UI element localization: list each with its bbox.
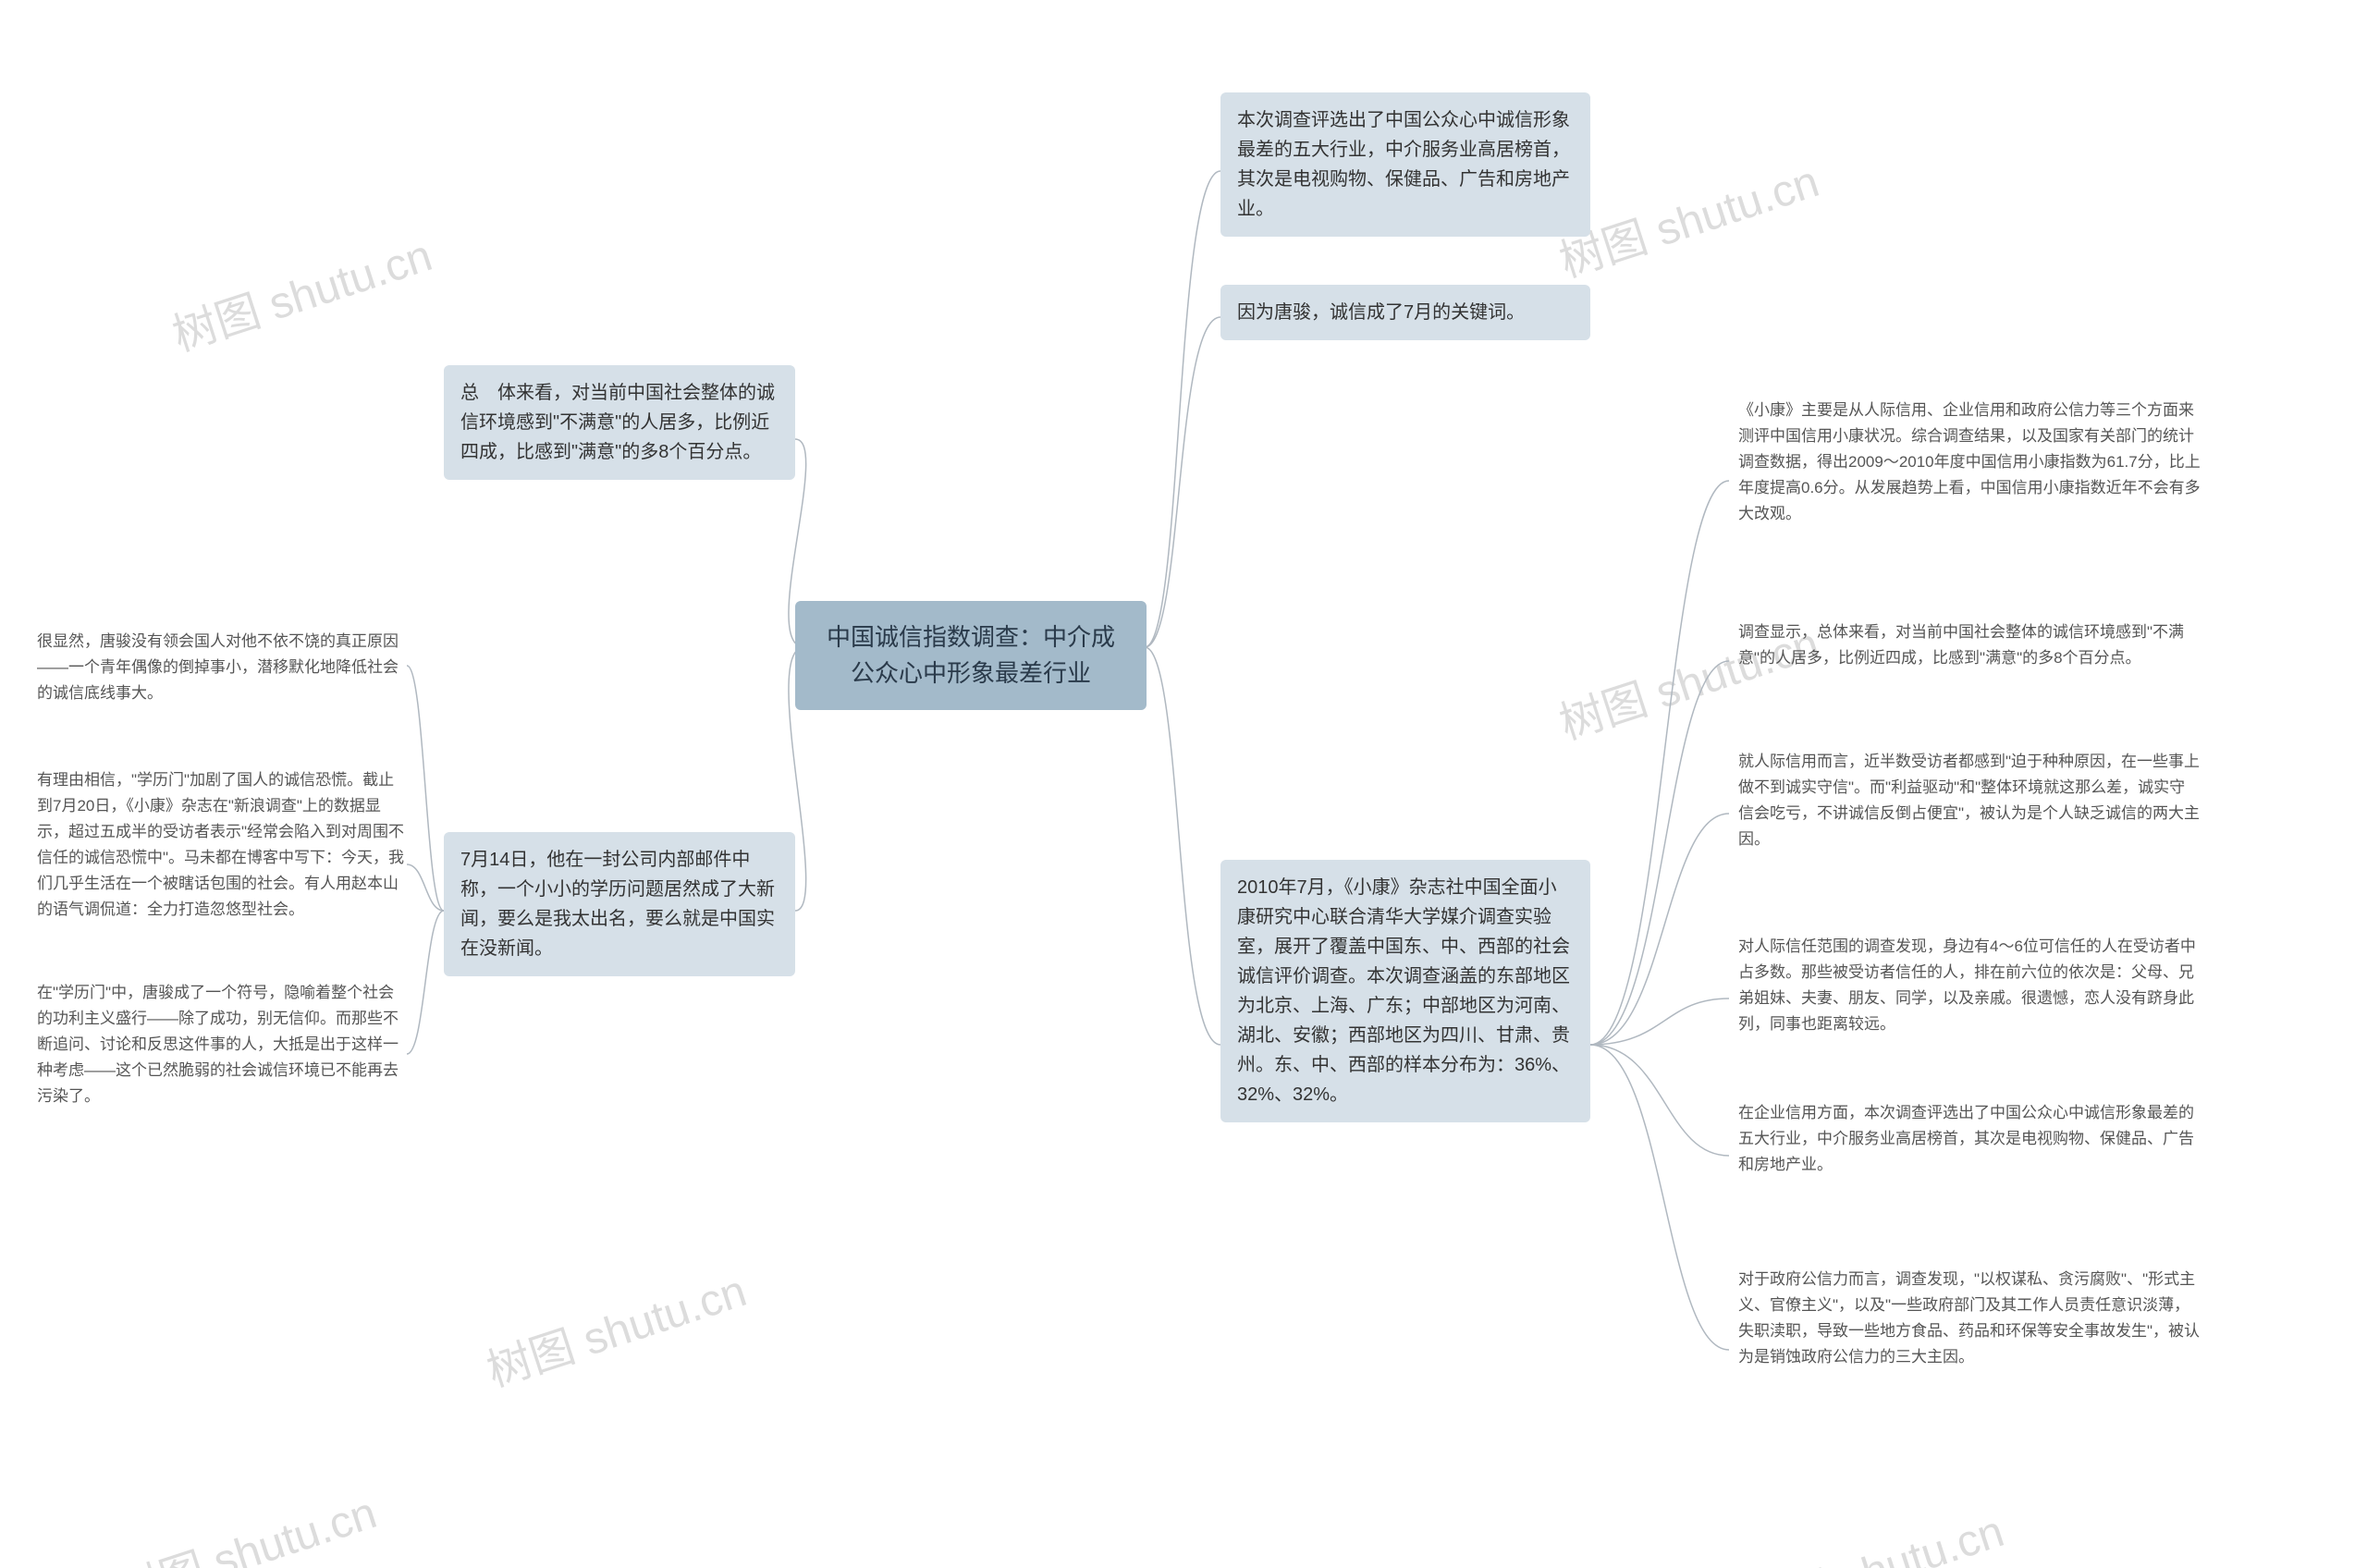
left-bottom-node: 7月14日，他在一封公司内部邮件中称，一个小小的学历问题居然成了大新闻，要么是我…	[444, 832, 795, 976]
right-detail-2: 调查显示，总体来看，对当前中国社会整体的诚信环境感到"不满意"的人居多，比例近四…	[1738, 619, 2201, 671]
watermark: 树图 shutu.cn	[1735, 1495, 2010, 1568]
watermark: 树图 shutu.cn	[163, 219, 438, 363]
right-detail-4: 对人际信任范围的调查发现，身边有4～6位可信任的人在受访者中占多数。那些被受访者…	[1738, 934, 2201, 1037]
right-node-3: 2010年7月，《小康》杂志社中国全面小康研究中心联合清华大学媒介调查实验室，展…	[1220, 860, 1590, 1122]
watermark: 树图 shutu.cn	[1550, 145, 1825, 289]
right-detail-6: 对于政府公信力而言，调查发现，"以权谋私、贪污腐败"、"形式主义、官僚主义"，以…	[1738, 1267, 2201, 1370]
right-node-1: 本次调查评选出了中国公众心中诚信形象最差的五大行业，中介服务业高居榜首，其次是电…	[1220, 92, 1590, 237]
watermark: 树图 shutu.cn	[477, 1255, 753, 1399]
right-node-2: 因为唐骏，诚信成了7月的关键词。	[1220, 285, 1590, 340]
left-leaf-3: 在"学历门"中，唐骏成了一个符号，隐喻着整个社会的功利主义盛行——除了成功，别无…	[37, 980, 407, 1109]
right-detail-1: 《小康》主要是从人际信用、企业信用和政府公信力等三个方面来测评中国信用小康状况。…	[1738, 398, 2201, 527]
left-leaf-2: 有理由相信，"学历门"加剧了国人的诚信恐慌。截止到7月20日，《小康》杂志在"新…	[37, 767, 407, 923]
left-top-node: 总 体来看，对当前中国社会整体的诚信环境感到"不满意"的人居多，比例近四成，比感…	[444, 365, 795, 480]
right-detail-5: 在企业信用方面，本次调查评选出了中国公众心中诚信形象最差的五大行业，中介服务业高…	[1738, 1100, 2201, 1178]
center-node: 中国诚信指数调查：中介成公众心中形象最差行业	[795, 601, 1147, 710]
left-leaf-1: 很显然，唐骏没有领会国人对他不依不饶的真正原因——一个青年偶像的倒掉事小，潜移默…	[37, 629, 407, 706]
right-detail-3: 就人际信用而言，近半数受访者都感到"迫于种种原因，在一些事上做不到诚实守信"。而…	[1738, 749, 2201, 852]
watermark: 树图 shutu.cn	[107, 1476, 383, 1568]
